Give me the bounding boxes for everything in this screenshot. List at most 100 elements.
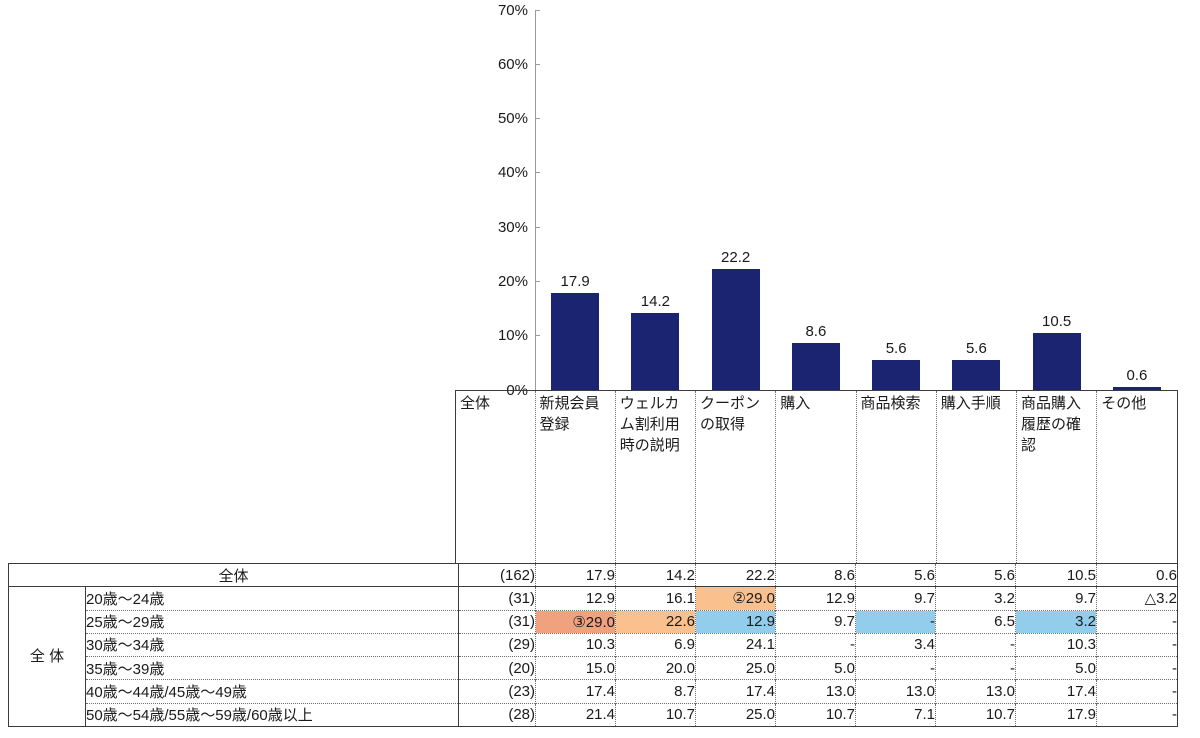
total-row-n: (162) xyxy=(458,563,536,587)
y-axis-line xyxy=(535,10,536,390)
data-cell: 8.7 xyxy=(615,679,696,704)
table-row-age-group: 35歳〜39歳 (20) 15.0 20.0 25.0 5.0- -5.0- xyxy=(9,656,1178,680)
data-cell: 24.1 xyxy=(695,632,776,657)
category-header-row: 全体 新規会員登録 ウェルカム割利用時の説明 クーポンの取得 購入 商品検索 購入手順 商品購… xyxy=(455,390,1178,563)
data-cell: 10.7 xyxy=(935,702,1016,727)
data-cell: 12.9 xyxy=(775,586,856,611)
data-cell-highlighted-orange: 22.6 xyxy=(615,609,696,634)
data-cell: 5.6 xyxy=(935,563,1016,587)
y-axis-tick-label: 40% xyxy=(497,164,528,182)
row-label: 25歳〜29歳 xyxy=(84,609,459,634)
row-label: 40歳〜44歳/45歳〜49歳 xyxy=(84,679,459,704)
chart-bar-value-label: 5.6 xyxy=(965,339,987,357)
chart-bar-value-label: 8.6 xyxy=(805,323,827,341)
data-cell: 17.9 xyxy=(1015,702,1097,727)
data-cell: - xyxy=(935,656,1016,680)
data-cell: - xyxy=(855,656,936,680)
data-cell-highlighted-blue: 12.9 xyxy=(695,609,776,634)
header-cell-category: 購入 xyxy=(775,391,855,563)
row-n: (23) xyxy=(458,679,536,704)
header-cell-category: 商品検索 xyxy=(855,391,936,563)
data-cell: 6.5 xyxy=(935,609,1016,634)
chart-bar xyxy=(711,269,760,390)
chart-bar xyxy=(551,292,600,390)
header-cell-category: ウェルカム割利用時の説明 xyxy=(614,391,695,563)
data-cell: 13.0 xyxy=(775,679,856,704)
chart-bar-value-label: 17.9 xyxy=(560,272,590,290)
row-label: 30歳〜34歳 xyxy=(84,632,459,657)
data-cell-highlighted-blue: - xyxy=(855,609,936,634)
table-row-age-group: 50歳〜54歳/55歳〜59歳/60歳以上 (28) 21.4 10.7 25.0 10.… xyxy=(9,702,1178,727)
header-cell-category: その他 xyxy=(1096,391,1176,563)
chart-bar xyxy=(872,359,921,390)
header-cell-category: 商品購入履歴の確認 xyxy=(1016,391,1096,563)
row-n: (31) xyxy=(458,609,536,634)
data-cell: 13.0 xyxy=(935,679,1016,704)
data-cell: 9.7 xyxy=(855,586,936,611)
data-cell: - xyxy=(1096,632,1178,657)
data-cell: 8.6 xyxy=(775,563,856,587)
header-cell-total: 全体 xyxy=(460,395,491,412)
y-axis-tick-label: 60% xyxy=(497,55,528,73)
data-cell: 15.0 xyxy=(535,656,616,680)
y-axis-tick-label: 30% xyxy=(497,218,528,236)
row-label: 35歳〜39歳 xyxy=(84,656,459,680)
chart-bar-value-label: 5.6 xyxy=(885,339,907,357)
data-cell: 17.4 xyxy=(1015,679,1097,704)
data-cell: 10.7 xyxy=(615,702,696,727)
data-cell: 25.0 xyxy=(695,656,776,680)
y-axis-tick-label: 20% xyxy=(497,272,528,290)
data-cell: 10.5 xyxy=(1015,563,1097,587)
y-axis-tick-label: 10% xyxy=(497,327,528,345)
data-cell: - xyxy=(1096,609,1178,634)
data-cell: 3.2 xyxy=(935,586,1016,611)
total-row-label: 全体 xyxy=(218,567,249,585)
chart-bar xyxy=(791,343,840,390)
chart-bar-value-label: 14.2 xyxy=(640,292,670,310)
chart-bar xyxy=(952,359,1001,390)
y-axis-tick-mark xyxy=(535,118,540,120)
data-cell: 22.2 xyxy=(695,563,776,587)
data-cell: △3.2 xyxy=(1096,586,1178,611)
data-cell: 25.0 xyxy=(695,702,776,727)
group-label: 全 体 xyxy=(8,586,86,727)
data-cell: 9.7 xyxy=(775,609,856,634)
data-cell: - xyxy=(935,632,1016,657)
table-row-age-group: 全 体 20歳〜24歳 (31) 12.9 16.1 ②29.0 12.9 9.7 3.2 9.7… xyxy=(8,586,1178,727)
data-cell: 16.1 xyxy=(615,586,696,611)
chart-bar xyxy=(631,312,680,390)
data-cell: 7.1 xyxy=(855,702,936,727)
row-label: 50歳〜54歳/55歳〜59歳/60歳以上 xyxy=(84,702,459,727)
data-cell: 12.9 xyxy=(535,586,616,611)
chart-bar xyxy=(1112,386,1161,390)
bar-chart-plot-area: 0% 10% 20% 30% 40% 50% 60% 70% 17.9 14.2 22.2 8.6 5.… xyxy=(497,2,1161,399)
data-cell: 17.4 xyxy=(695,679,776,704)
row-n: (29) xyxy=(458,632,536,657)
y-axis-tick-mark xyxy=(535,335,540,337)
chart-bar-value-label: 0.6 xyxy=(1126,366,1148,384)
data-cell: - xyxy=(1096,702,1178,727)
y-axis-tick-label: 50% xyxy=(497,110,528,128)
data-cell: 5.6 xyxy=(855,563,936,587)
data-cell: 10.7 xyxy=(775,702,856,727)
header-cell-category: 購入手順 xyxy=(935,391,1016,563)
data-cell: - xyxy=(1096,656,1178,680)
data-cell: - xyxy=(775,632,856,657)
data-cell: 9.7 xyxy=(1015,586,1097,611)
data-cell: 5.0 xyxy=(775,656,856,680)
table-row-age-group: 40歳〜44歳/45歳〜49歳 (23) 17.4 8.7 17.4 13.0 13.0 13… xyxy=(9,679,1178,704)
data-cell-highlighted-orange: ②29.0 xyxy=(695,586,776,611)
data-cell: 0.6 xyxy=(1096,563,1178,587)
data-cell: 21.4 xyxy=(535,702,616,727)
y-axis-tick-mark xyxy=(535,280,540,282)
data-cell-highlighted-blue: 3.2 xyxy=(1015,609,1097,634)
row-label: 20歳〜24歳 xyxy=(84,586,459,611)
chart-bar xyxy=(1032,333,1081,390)
chart-bar-value-label: 22.2 xyxy=(721,249,751,267)
header-cell-category: クーポンの取得 xyxy=(695,391,775,563)
y-axis-tick-mark xyxy=(535,9,540,11)
data-table: 全体 (162) 17.9 14.2 22.2 8.6 5.6 5.6 10.5 0.6 全 体 20… xyxy=(8,563,1179,727)
data-cell: 5.0 xyxy=(1015,656,1097,680)
row-n: (28) xyxy=(458,702,536,727)
header-cell-category: 新規会員登録 xyxy=(534,391,615,563)
